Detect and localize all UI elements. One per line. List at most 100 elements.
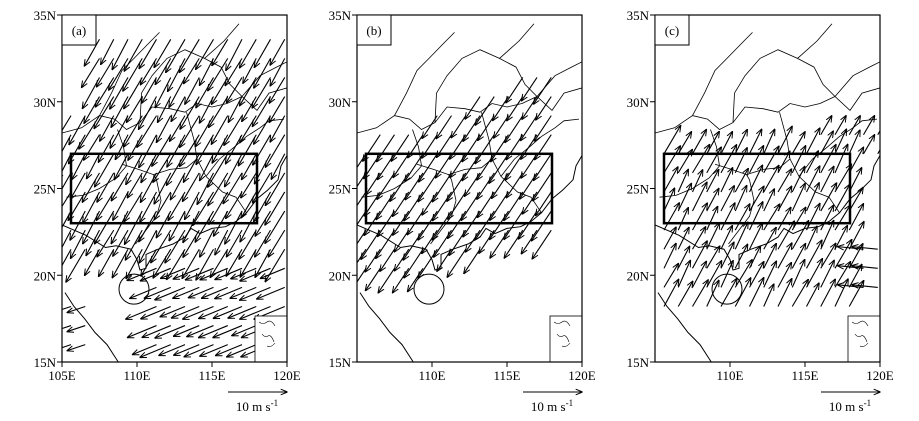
wind-vector [834,262,850,288]
wind-vector [95,77,115,106]
province-border [394,32,455,116]
wind-vector [677,208,688,231]
wind-vector [112,39,129,69]
wind-vector [67,344,86,351]
wind-vector [70,210,86,240]
wind-vector [253,134,271,165]
wind-vector [706,206,718,231]
wind-vector [532,229,552,259]
wind-vector [139,229,157,263]
wind-vector [212,39,229,65]
wind-vector [519,210,538,239]
wind-vector [361,229,381,259]
province-border [357,87,582,134]
wind-vector [185,191,200,219]
wind-vector [167,248,186,279]
wind-vector [160,305,186,316]
wind-vector [200,229,214,257]
wind-vector [154,39,172,67]
wind-vector [174,325,200,337]
wind-vector [848,168,861,193]
wind-vector [183,172,200,201]
wind-vector [71,229,86,258]
wind-vector [418,210,438,240]
wind-vector [200,267,228,279]
lat-tick-label: 35N [627,8,650,23]
wind-vector [834,226,847,250]
wind-vector [749,129,762,155]
wind-vector [195,210,214,242]
wind-vector [393,153,410,178]
wind-vector [777,126,792,155]
wind-vector [834,185,850,212]
province-border [536,61,582,97]
lon-tick-label: 115E [494,368,521,383]
wind-vector [418,172,438,202]
wind-vector [377,153,395,180]
reference-unit: 10 m s [829,399,864,414]
wind-vector [154,172,172,204]
wind-vector [532,210,552,241]
wind-vector [408,268,424,291]
wind-vector [71,172,86,199]
wind-vector [111,210,129,244]
lat-tick-label: 30N [329,95,352,110]
wind-vector [79,115,100,149]
wind-vector [187,325,214,337]
wind-vector [140,344,171,358]
wind-vector [253,172,271,203]
wind-vector [706,280,719,307]
wind-vector [663,243,676,269]
wind-vector [536,191,552,216]
wind-vector [834,164,851,193]
reference-vector-label: 10 m s-1 [829,398,871,414]
wind-vector [155,58,172,84]
wind-vector [86,229,100,255]
wind-vector [125,229,143,260]
wind-vector [142,325,171,338]
wind-vector [171,96,186,122]
wind-vector [791,244,805,269]
wind-vector [820,183,837,212]
wind-vector [848,204,863,231]
wind-vector [199,325,228,338]
wind-vector [128,134,143,160]
wind-vector [225,210,243,244]
wind-vector [663,126,681,155]
wind-vector [215,267,243,279]
wind-vector [213,305,243,318]
wind-vector [215,229,229,255]
hainan-island [413,273,445,305]
panel-label-box [61,14,97,46]
wind-vector [820,221,834,250]
wind-vector [240,286,271,300]
wind-vector [82,172,100,202]
wind-vector [692,145,710,174]
wind-vector [692,203,708,231]
wind-vector [521,229,538,254]
wind-vector [432,210,452,240]
wind-vector [265,172,286,206]
wind-vector [533,172,552,201]
wind-vector [184,344,214,357]
wind-vector [268,229,286,257]
wind-vector [777,207,791,231]
wind-vector [506,172,524,198]
panel-label: (b) [366,23,381,38]
lat-tick-label: 25N [34,182,57,197]
wind-vector [168,58,186,91]
wind-vector [834,144,848,174]
province-border [655,87,880,134]
wind-vector [806,128,820,155]
wind-vector [734,186,746,212]
wind-vector [777,263,791,288]
wind-vector [791,146,805,174]
wind-vector [834,279,848,307]
wind-vector [663,167,678,193]
wind-vector [257,286,285,299]
reference-vector-label: 10 m s-1 [236,398,278,414]
wind-vector [677,169,688,193]
wind-vector [834,116,846,135]
wind-vector [763,228,776,250]
wind-vector [477,191,495,217]
